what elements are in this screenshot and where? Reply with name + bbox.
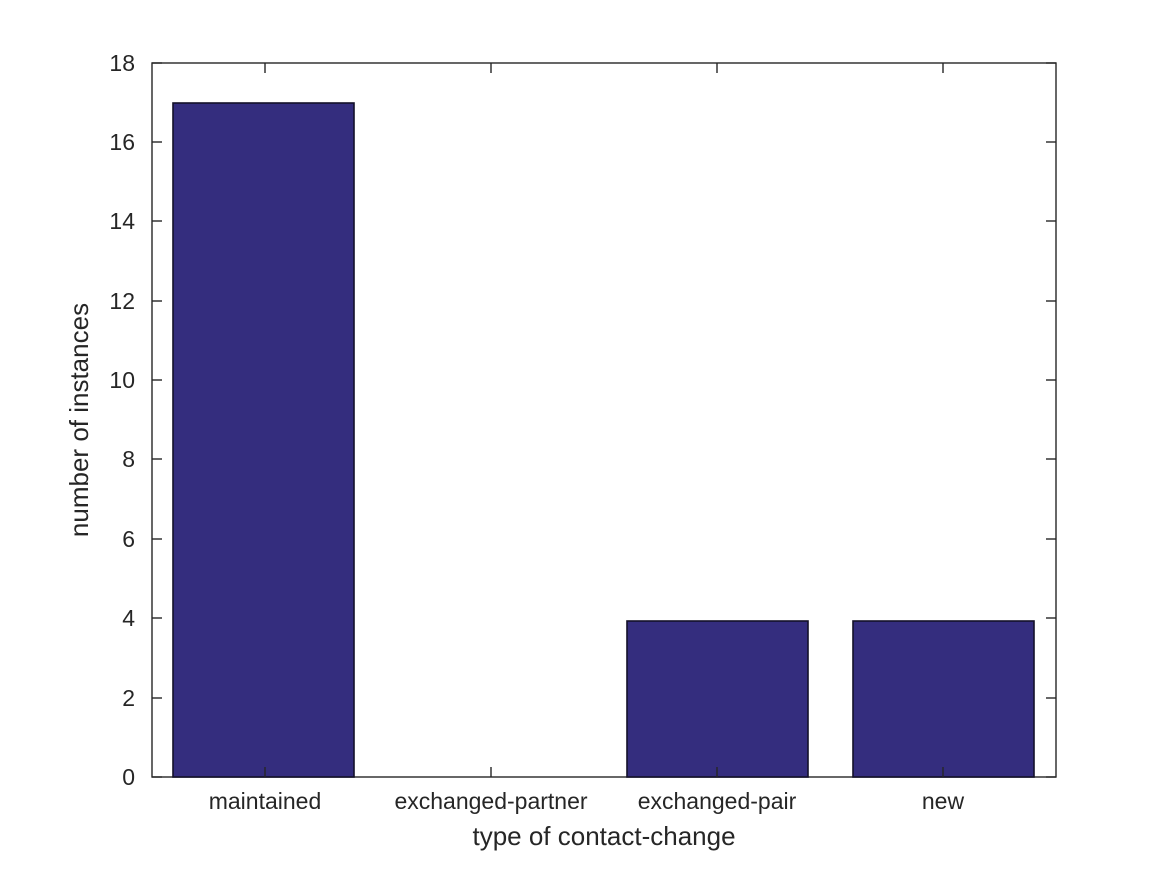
svg-text:10: 10 [109,367,135,393]
svg-text:16: 16 [109,129,135,155]
svg-text:18: 18 [109,50,135,76]
svg-text:type of contact-change: type of contact-change [472,821,735,851]
svg-text:0: 0 [122,764,135,790]
svg-text:6: 6 [122,526,135,552]
svg-text:new: new [922,788,965,814]
svg-text:14: 14 [109,208,135,234]
svg-text:exchanged-pair: exchanged-pair [638,788,797,814]
svg-text:number of instances: number of instances [64,303,94,537]
svg-text:8: 8 [122,446,135,472]
svg-text:4: 4 [122,605,135,631]
svg-text:12: 12 [109,288,135,314]
svg-text:2: 2 [122,685,135,711]
svg-text:maintained: maintained [209,788,322,814]
svg-text:exchanged-partner: exchanged-partner [394,788,587,814]
